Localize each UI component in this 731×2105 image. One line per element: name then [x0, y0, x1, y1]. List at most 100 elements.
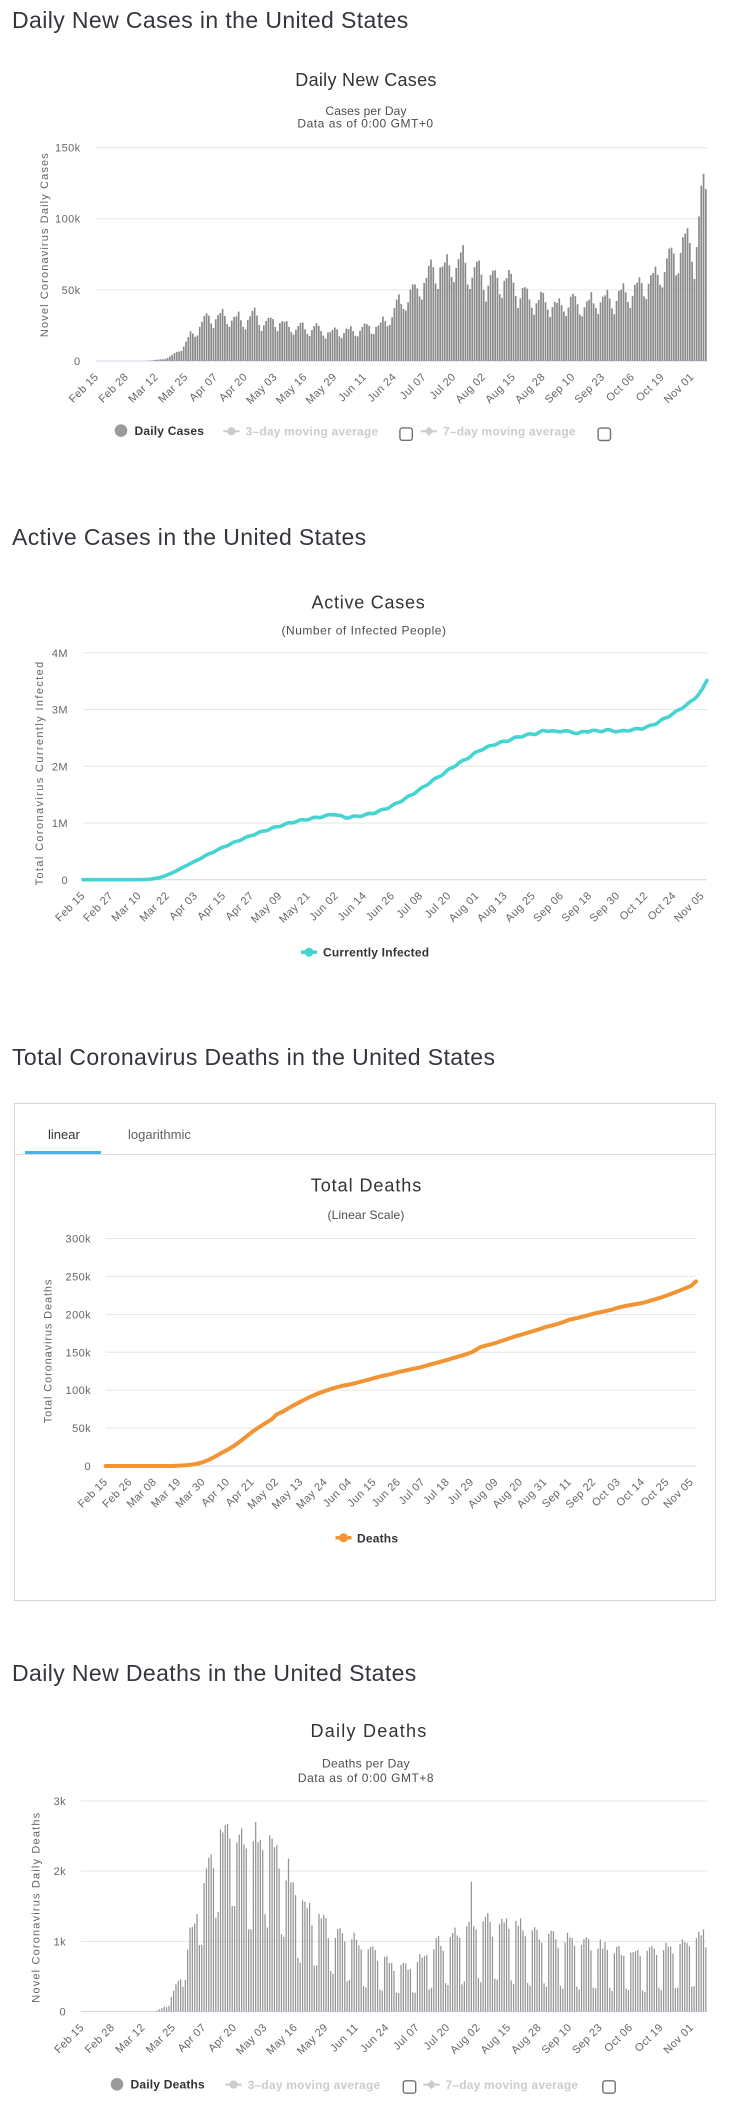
svg-text:150k: 150k: [66, 1347, 92, 1359]
svg-text:May 29: May 29: [304, 371, 340, 407]
svg-text:Jul 07: Jul 07: [391, 2022, 422, 2053]
svg-text:Jun 24: Jun 24: [365, 371, 399, 405]
svg-text:0: 0: [74, 356, 81, 368]
svg-text:7–day moving average: 7–day moving average: [443, 425, 576, 439]
svg-text:May 29: May 29: [295, 2022, 331, 2058]
svg-text:Aug 02: Aug 02: [448, 2022, 483, 2057]
svg-text:Feb 27: Feb 27: [81, 890, 115, 924]
svg-text:Sep 23: Sep 23: [570, 2022, 605, 2057]
svg-text:Nov 01: Nov 01: [662, 2022, 697, 2057]
svg-text:Jun 11: Jun 11: [328, 2022, 361, 2055]
svg-text:50k: 50k: [62, 285, 81, 297]
svg-text:Jun 02: Jun 02: [307, 890, 341, 924]
svg-text:Mar 10: Mar 10: [110, 890, 144, 924]
svg-text:Total Coronavirus Currently In: Total Coronavirus Currently Infected: [34, 660, 46, 885]
svg-text:Jun 11: Jun 11: [336, 371, 369, 404]
svg-text:Aug 28: Aug 28: [513, 371, 548, 406]
svg-text:Oct 06: Oct 06: [604, 371, 637, 404]
svg-text:Mar 25: Mar 25: [156, 371, 190, 405]
svg-text:Feb 28: Feb 28: [97, 371, 131, 405]
svg-text:Aug 13: Aug 13: [475, 890, 510, 925]
svg-text:200k: 200k: [66, 1309, 92, 1321]
svg-text:Sep 10: Sep 10: [540, 2022, 575, 2057]
svg-text:Currently Infected: Currently Infected: [323, 946, 429, 960]
svg-text:Jul 07: Jul 07: [397, 1476, 428, 1507]
svg-text:Jul 08: Jul 08: [394, 890, 425, 921]
svg-text:Jul 18: Jul 18: [421, 1476, 452, 1507]
svg-text:Cases per Day: Cases per Day: [325, 104, 406, 118]
svg-text:(Linear Scale): (Linear Scale): [327, 1208, 404, 1222]
svg-text:Aug 02: Aug 02: [453, 371, 488, 406]
svg-text:Apr 07: Apr 07: [187, 371, 220, 404]
svg-text:May 03: May 03: [244, 371, 280, 407]
svg-text:(Number of Infected People): (Number of Infected People): [281, 623, 446, 637]
svg-text:2k: 2k: [54, 1866, 67, 1878]
svg-text:Mar 12: Mar 12: [126, 371, 160, 405]
svg-text:Deaths: Deaths: [357, 1531, 398, 1545]
svg-text:Sep 23: Sep 23: [573, 371, 608, 406]
svg-text:May 16: May 16: [264, 2022, 300, 2058]
svg-text:Deaths per Day: Deaths per Day: [322, 1757, 410, 1771]
svg-text:Daily Deaths: Daily Deaths: [131, 2078, 206, 2092]
svg-text:300k: 300k: [66, 1234, 92, 1246]
svg-text:Jun 24: Jun 24: [358, 2022, 392, 2056]
svg-text:Feb 28: Feb 28: [83, 2022, 117, 2056]
svg-text:Jun 14: Jun 14: [336, 890, 370, 924]
svg-text:Novel Coronavirus Daily Deaths: Novel Coronavirus Daily Deaths: [31, 1812, 43, 2003]
svg-text:Daily New Cases: Daily New Cases: [295, 70, 436, 90]
svg-text:Data as of 0:00 GMT+8: Data as of 0:00 GMT+8: [298, 1771, 434, 1785]
svg-text:0: 0: [61, 875, 68, 887]
svg-text:Nov 05: Nov 05: [672, 890, 707, 925]
svg-text:50k: 50k: [72, 1423, 91, 1435]
svg-text:Aug 01: Aug 01: [447, 890, 482, 925]
svg-text:Aug 28: Aug 28: [509, 2022, 544, 2057]
svg-text:2M: 2M: [52, 761, 68, 773]
svg-text:Jun 26: Jun 26: [364, 890, 398, 924]
svg-text:Oct 06: Oct 06: [602, 2022, 635, 2055]
svg-text:May 21: May 21: [277, 890, 313, 926]
svg-text:Sep 10: Sep 10: [543, 371, 578, 406]
svg-text:Aug 25: Aug 25: [503, 890, 538, 925]
svg-text:Data as of 0:00 GMT+0: Data as of 0:00 GMT+0: [297, 117, 433, 131]
svg-text:7–day moving average: 7–day moving average: [446, 2078, 579, 2092]
svg-text:Sep 06: Sep 06: [531, 890, 566, 925]
svg-text:3M: 3M: [52, 705, 68, 717]
svg-text:Mar 12: Mar 12: [113, 2022, 147, 2056]
svg-text:1k: 1k: [54, 1936, 67, 1948]
svg-text:Aug 15: Aug 15: [483, 371, 518, 406]
svg-text:Apr 07: Apr 07: [176, 2022, 209, 2055]
svg-text:Jul 07: Jul 07: [398, 371, 429, 402]
svg-text:250k: 250k: [66, 1271, 92, 1283]
svg-text:Feb 15: Feb 15: [67, 371, 101, 405]
svg-text:100k: 100k: [55, 214, 81, 226]
svg-text:Oct 12: Oct 12: [618, 890, 651, 923]
svg-text:0: 0: [84, 1461, 91, 1473]
svg-text:4M: 4M: [52, 648, 68, 660]
svg-text:May 16: May 16: [274, 371, 310, 407]
svg-text:Oct 19: Oct 19: [633, 2022, 666, 2055]
svg-text:100k: 100k: [66, 1385, 92, 1397]
svg-text:Apr 03: Apr 03: [167, 890, 200, 923]
svg-text:1M: 1M: [52, 818, 68, 830]
svg-text:Daily Cases: Daily Cases: [135, 424, 205, 438]
svg-text:3–day moving average: 3–day moving average: [248, 2078, 381, 2092]
svg-text:Mar 22: Mar 22: [138, 890, 172, 924]
svg-text:Active Cases: Active Cases: [311, 592, 425, 612]
svg-text:Total Deaths: Total Deaths: [311, 1175, 422, 1195]
svg-text:Sep 18: Sep 18: [559, 890, 594, 925]
svg-text:Aug 15: Aug 15: [479, 2022, 514, 2057]
svg-text:Total Coronavirus Deaths: Total Coronavirus Deaths: [43, 1279, 55, 1424]
svg-text:Feb 15: Feb 15: [52, 2022, 86, 2056]
svg-text:150k: 150k: [55, 143, 81, 155]
svg-text:Novel Coronavirus Daily Cases: Novel Coronavirus Daily Cases: [39, 152, 51, 337]
svg-text:Oct 19: Oct 19: [634, 371, 667, 404]
svg-text:0: 0: [59, 2007, 66, 2019]
svg-text:Nov 01: Nov 01: [662, 371, 697, 406]
svg-text:May 03: May 03: [234, 2022, 270, 2058]
svg-text:Apr 15: Apr 15: [195, 890, 228, 923]
svg-text:Sep 30: Sep 30: [588, 890, 623, 925]
svg-text:3k: 3k: [54, 1796, 67, 1808]
svg-text:Mar 25: Mar 25: [144, 2022, 178, 2056]
svg-text:Daily Deaths: Daily Deaths: [311, 1721, 428, 1741]
svg-text:3–day moving average: 3–day moving average: [246, 425, 379, 439]
